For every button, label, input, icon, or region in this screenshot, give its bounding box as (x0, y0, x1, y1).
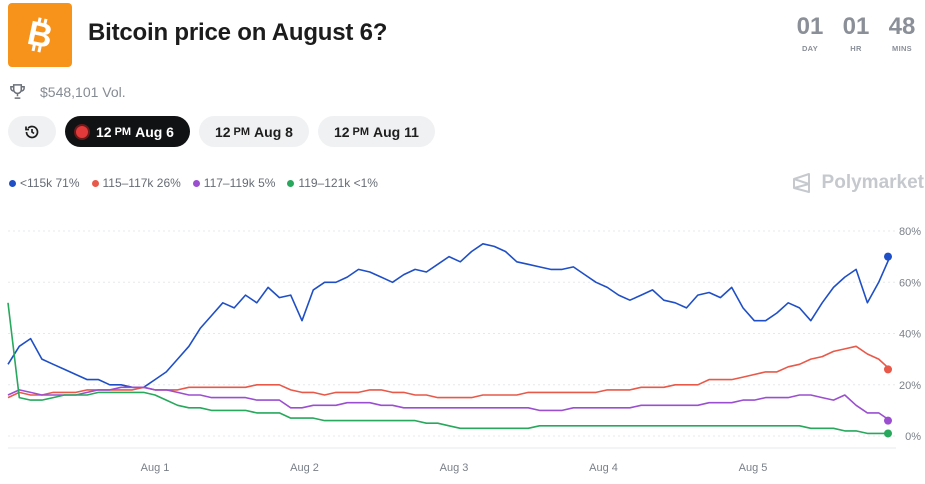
x-axis: Aug 1 Aug 2 Aug 3 Aug 4 Aug 5 (141, 462, 768, 474)
tab-hour: 12 (333, 123, 350, 140)
chart-legend: <115k 71% 115–117k 26% 117–119k 5% 119–1… (9, 176, 378, 190)
tab-date: Aug 11 (373, 123, 419, 140)
series-end-point (884, 252, 892, 261)
legend-item[interactable]: <115k 71% (9, 176, 80, 190)
legend-label: 117–119k 5% (203, 176, 276, 190)
date-tabs: 12 PM Aug 6 12 PM Aug 8 12 PM Aug 11 (8, 116, 435, 147)
legend-label: 115–117k 26% (102, 176, 181, 190)
series-line-117–119k (7, 386, 891, 422)
series-end-point (884, 416, 892, 425)
x-tick-label: Aug 2 (290, 462, 319, 474)
legend-label: 119–121k <1% (298, 176, 378, 190)
tab-aug-11[interactable]: 12 PM Aug 11 (317, 116, 435, 147)
y-tick-label: 20% (899, 380, 921, 392)
legend-item[interactable]: 119–121k <1% (287, 176, 378, 190)
x-tick-label: Aug 1 (141, 462, 170, 474)
countdown-minutes: 48 MINS (879, 13, 925, 53)
x-tick-label: Aug 4 (589, 462, 618, 474)
tab-aug-8[interactable]: 12 PM Aug 8 (198, 116, 309, 147)
tab-date: Aug 6 (135, 123, 174, 140)
legend-dot-icon (9, 179, 16, 187)
polymarket-brand: Polymarket (790, 171, 924, 195)
series-end-point (884, 365, 892, 374)
x-tick-label: Aug 3 (440, 462, 469, 474)
countdown-timer: 01 DAY 01 HR 48 MINS (787, 13, 925, 53)
countdown-hours-label: HR (850, 44, 862, 53)
tab-ampm: PM (233, 125, 251, 138)
series-line-119–121k (7, 302, 890, 435)
legend-dot-icon (91, 179, 99, 187)
price-chart: Aug 1 Aug 2 Aug 3 Aug 4 Aug 5 80% 60% 40% 20% 0% (7, 226, 921, 474)
legend-label: <115k 71% (20, 176, 80, 190)
countdown-minutes-value: 48 (888, 13, 916, 40)
volume-info: $548,101 Vol. (9, 83, 126, 100)
y-tick-label: 0% (905, 431, 921, 443)
y-tick-label: 40% (899, 329, 921, 341)
brand-name: Polymarket (821, 172, 924, 193)
tab-hour: 12 (96, 123, 112, 140)
y-tick-label: 80% (899, 226, 921, 238)
live-indicator-icon (76, 125, 88, 138)
series-end-point (884, 429, 892, 438)
page-title: Bitcoin price on August 6? (88, 19, 388, 46)
legend-item[interactable]: 115–117k 26% (91, 176, 181, 190)
history-button[interactable] (8, 116, 56, 147)
tab-date: Aug 8 (254, 123, 293, 140)
countdown-minutes-label: MINS (892, 44, 912, 53)
tab-ampm: PM (114, 125, 132, 138)
tab-aug-6[interactable]: 12 PM Aug 6 (65, 116, 190, 147)
history-icon (25, 125, 39, 138)
bitcoin-logo: B (8, 3, 72, 67)
legend-dot-icon (287, 179, 295, 187)
countdown-days: 01 DAY (787, 13, 833, 53)
bitcoin-icon: B (24, 15, 56, 55)
polymarket-logo-icon (792, 173, 810, 193)
chart-series (7, 242, 892, 438)
countdown-days-value: 01 (796, 13, 824, 40)
countdown-hours-value: 01 (842, 13, 870, 40)
trophy-icon (10, 84, 25, 99)
series-line-115–117k (7, 345, 891, 399)
series-line-<115k (7, 242, 891, 389)
y-axis: 80% 60% 40% 20% 0% (899, 226, 921, 443)
y-tick-label: 60% (899, 277, 921, 289)
legend-item[interactable]: 117–119k 5% (192, 176, 276, 190)
tab-hour: 12 (214, 123, 231, 140)
x-tick-label: Aug 5 (739, 462, 768, 474)
tab-ampm: PM (352, 125, 370, 138)
countdown-hours: 01 HR (833, 13, 879, 53)
legend-dot-icon (192, 179, 200, 187)
volume-text: $548,101 Vol. (40, 83, 126, 100)
countdown-days-label: DAY (801, 44, 819, 53)
chart-grid (8, 230, 896, 449)
